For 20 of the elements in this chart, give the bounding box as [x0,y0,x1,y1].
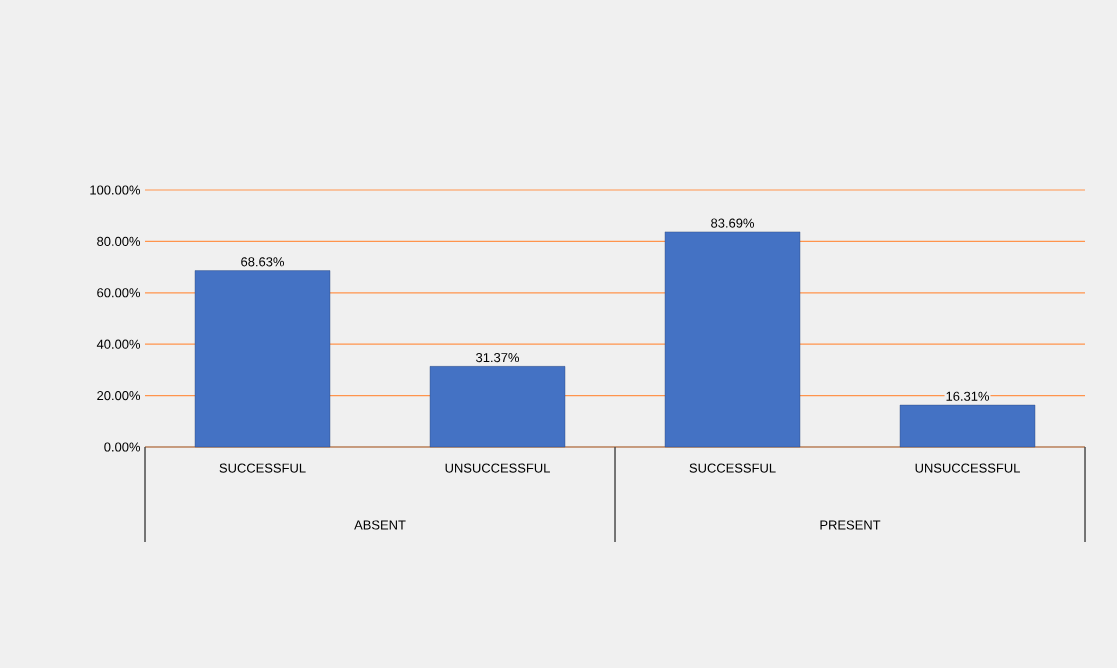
data-label: 31.37% [476,352,520,363]
bar [664,231,801,448]
bar [194,270,331,448]
data-label: 83.69% [711,218,755,228]
y-tick-label: 20.00% [97,391,141,401]
data-label: 16.31% [946,391,990,401]
x-tick-label: SUCCESSFUL [219,463,306,473]
x-tick-label: SUCCESSFUL [689,463,776,473]
bar [899,404,1036,448]
y-tick-label: 0.00% [104,442,141,452]
y-tick-label: 100.00% [90,185,141,195]
y-tick-label: 80.00% [97,236,141,246]
bar [429,366,566,448]
x-tick-label: UNSUCCESSFUL [915,463,1020,473]
y-tick-label: 60.00% [97,288,141,298]
text: PRESENT [820,520,881,530]
x-tick-label: UNSUCCESSFUL [445,463,550,473]
data-label: 68.63% [241,257,285,267]
text: ABSENT [354,520,406,530]
y-tick-label: 40.00% [96,339,141,349]
